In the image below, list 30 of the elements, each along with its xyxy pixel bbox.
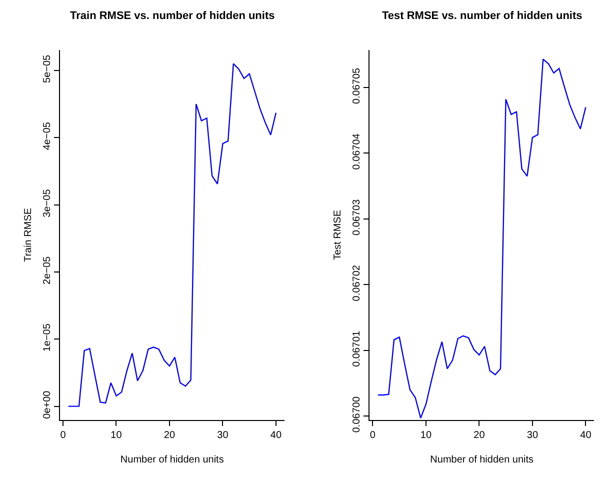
y-tick-label: 0.06700 <box>352 396 363 433</box>
x-tick-label: 0 <box>60 430 66 441</box>
x-tick-label: 30 <box>217 430 229 441</box>
y-tick-label: 2e−05 <box>42 256 53 284</box>
x-tick-label: 40 <box>580 430 592 441</box>
x-axis-title: Number of hidden units <box>430 454 534 466</box>
y-tick-label: 0.06704 <box>352 133 363 170</box>
x-tick-label: 10 <box>420 430 432 441</box>
line-series <box>377 58 586 419</box>
y-tick-label: 0.06705 <box>352 67 363 104</box>
y-tick-label: 0.06703 <box>352 198 363 236</box>
x-tick-label: 30 <box>526 430 538 441</box>
x-tick-label: 20 <box>164 430 176 441</box>
y-axis-title: Test RMSE <box>332 210 344 260</box>
y-tick-label: 0.06702 <box>352 264 363 302</box>
y-tick-label: 4e−05 <box>42 122 53 150</box>
chart-title: Test RMSE vs. number of hidden units <box>382 10 582 22</box>
y-axis-title: Train RMSE <box>23 208 34 262</box>
x-axis-title: Number of hidden units <box>120 454 224 466</box>
y-tick-label: 0e+00 <box>42 390 53 419</box>
y-tick-label: 5e−05 <box>42 54 53 83</box>
y-tick-label: 1e−05 <box>42 323 53 352</box>
x-tick-label: 0 <box>370 430 376 441</box>
y-tick-label: 0.06701 <box>352 330 363 367</box>
y-tick-label: 3e−05 <box>42 188 53 218</box>
x-tick-label: 20 <box>474 430 486 441</box>
x-tick-label: 40 <box>270 430 282 441</box>
chart-title: Train RMSE vs. number of hidden units <box>70 10 275 22</box>
x-tick-label: 10 <box>110 430 122 441</box>
line-series <box>68 63 277 407</box>
